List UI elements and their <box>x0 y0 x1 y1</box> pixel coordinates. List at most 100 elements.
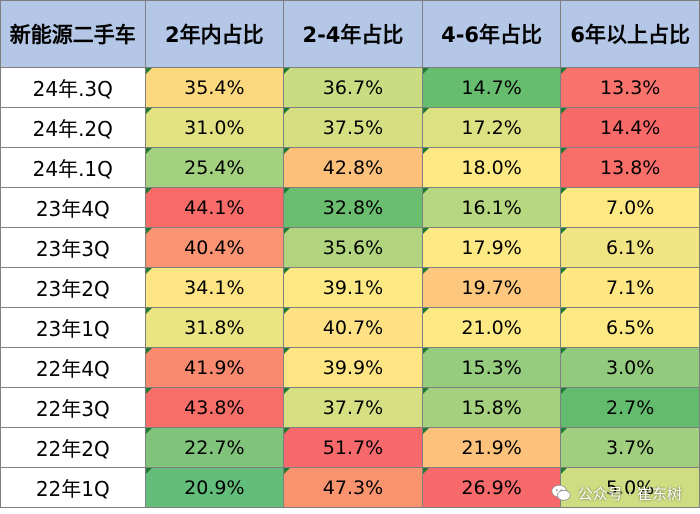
number-stored-as-text-indicator <box>561 68 568 74</box>
value-text: 32.8% <box>322 196 384 219</box>
row-label-cell[interactable]: 23年2Q <box>0 267 146 308</box>
row-label-cell[interactable]: 24年.3Q <box>0 67 146 108</box>
value-cell[interactable]: 14.7% <box>421 67 562 108</box>
number-stored-as-text-indicator <box>561 348 568 354</box>
value-text: 19.7% <box>461 276 522 299</box>
value-cell[interactable]: 18.0% <box>421 147 562 188</box>
header-cell[interactable]: 2年内占比 <box>144 0 285 68</box>
number-stored-as-text-indicator <box>561 268 568 274</box>
value-cell[interactable]: 13.3% <box>560 67 700 108</box>
number-stored-as-text-indicator <box>561 468 568 474</box>
value-cell[interactable]: 42.8% <box>283 147 423 188</box>
value-text: 25.4% <box>184 156 245 179</box>
value-cell[interactable]: 6.5% <box>560 307 700 348</box>
number-stored-as-text-indicator <box>145 268 152 274</box>
row-label-cell[interactable]: 24年.2Q <box>0 107 146 148</box>
table-row: 23年3Q 40.4% 35.6% 17.9% 6.1% <box>0 227 700 268</box>
value-cell[interactable]: 22.7% <box>144 427 285 468</box>
table-row: 22年4Q 41.9% 39.9% 15.3% 3.0% <box>0 347 700 388</box>
value-cell[interactable]: 17.2% <box>421 107 562 148</box>
value-cell[interactable]: 6.1% <box>560 227 700 268</box>
row-label-cell[interactable]: 23年1Q <box>0 307 146 348</box>
value-cell[interactable]: 3.7% <box>560 427 700 468</box>
table-row: 22年2Q 22.7% 51.7% 21.9% 3.7% <box>0 427 700 468</box>
value-cell[interactable]: 17.9% <box>421 227 562 268</box>
row-label-cell[interactable]: 24年.1Q <box>0 147 146 188</box>
value-text: 36.7% <box>322 76 384 99</box>
header-cell[interactable]: 4-6年占比 <box>421 0 562 68</box>
value-text: 47.3% <box>322 476 384 499</box>
value-cell[interactable]: 31.0% <box>144 107 285 148</box>
number-stored-as-text-indicator <box>561 308 568 314</box>
table-row: 23年1Q 31.8% 40.7% 21.0% 6.5% <box>0 307 700 348</box>
value-cell[interactable]: 25.4% <box>144 147 285 188</box>
value-cell[interactable]: 7.1% <box>560 267 700 308</box>
number-stored-as-text-indicator <box>422 108 429 114</box>
number-stored-as-text-indicator <box>145 148 152 154</box>
value-text: 2.7% <box>606 396 655 419</box>
watermark: 公众号 · 崔东树 <box>550 482 682 504</box>
value-cell[interactable]: 21.9% <box>421 427 562 468</box>
value-cell[interactable]: 3.0% <box>560 347 700 388</box>
number-stored-as-text-indicator <box>284 348 291 354</box>
value-cell[interactable]: 20.9% <box>144 467 285 508</box>
value-cell[interactable]: 47.3% <box>283 467 423 508</box>
row-label-cell[interactable]: 22年2Q <box>0 427 146 468</box>
table-row: 23年2Q 34.1% 39.1% 19.7% 7.1% <box>0 267 700 308</box>
value-cell[interactable]: 36.7% <box>283 67 423 108</box>
row-label-cell[interactable]: 22年1Q <box>0 467 146 508</box>
value-text: 51.7% <box>322 436 384 459</box>
number-stored-as-text-indicator <box>145 348 152 354</box>
number-stored-as-text-indicator <box>284 228 291 234</box>
value-cell[interactable]: 40.4% <box>144 227 285 268</box>
value-cell[interactable]: 19.7% <box>421 267 562 308</box>
number-stored-as-text-indicator <box>561 108 568 114</box>
number-stored-as-text-indicator <box>145 108 152 114</box>
table-row: 24年.3Q 35.4% 36.7% 14.7% 13.3% <box>0 67 700 108</box>
value-cell[interactable]: 34.1% <box>144 267 285 308</box>
table-row: 22年1Q 20.9% 47.3% 26.9% 5.0% <box>0 467 700 508</box>
value-cell[interactable]: 37.7% <box>283 387 423 428</box>
number-stored-as-text-indicator <box>422 228 429 234</box>
number-stored-as-text-indicator <box>284 268 291 274</box>
value-cell[interactable]: 16.1% <box>421 187 562 228</box>
value-cell[interactable]: 40.7% <box>283 307 423 348</box>
value-cell[interactable]: 35.4% <box>144 67 285 108</box>
value-cell[interactable]: 39.9% <box>283 347 423 388</box>
value-cell[interactable]: 15.8% <box>421 387 562 428</box>
header-cell[interactable]: 2-4年占比 <box>283 0 423 68</box>
number-stored-as-text-indicator <box>284 188 291 194</box>
value-cell[interactable]: 43.8% <box>144 387 285 428</box>
value-text: 20.9% <box>184 476 245 499</box>
header-cell[interactable]: 6年以上占比 <box>560 0 700 68</box>
number-stored-as-text-indicator <box>284 148 291 154</box>
value-cell[interactable]: 7.0% <box>560 187 700 228</box>
value-cell[interactable]: 32.8% <box>283 187 423 228</box>
value-cell[interactable]: 37.5% <box>283 107 423 148</box>
value-cell[interactable]: 44.1% <box>144 187 285 228</box>
row-label-cell[interactable]: 22年3Q <box>0 387 146 428</box>
value-cell[interactable]: 26.9% <box>421 467 562 508</box>
value-cell[interactable]: 21.0% <box>421 307 562 348</box>
row-label-cell[interactable]: 22年4Q <box>0 347 146 388</box>
value-cell[interactable]: 14.4% <box>560 107 700 148</box>
value-text: 40.4% <box>184 236 245 259</box>
value-cell[interactable]: 31.8% <box>144 307 285 348</box>
header-cell[interactable]: 新能源二手车 <box>0 0 146 68</box>
value-cell[interactable]: 39.1% <box>283 267 423 308</box>
value-cell[interactable]: 2.7% <box>560 387 700 428</box>
row-label-cell[interactable]: 23年3Q <box>0 227 146 268</box>
value-cell[interactable]: 35.6% <box>283 227 423 268</box>
value-cell[interactable]: 51.7% <box>283 427 423 468</box>
value-cell[interactable]: 41.9% <box>144 347 285 388</box>
number-stored-as-text-indicator <box>422 68 429 74</box>
number-stored-as-text-indicator <box>145 188 152 194</box>
row-label-cell[interactable]: 23年4Q <box>0 187 146 228</box>
number-stored-as-text-indicator <box>422 308 429 314</box>
value-cell[interactable]: 15.3% <box>421 347 562 388</box>
watermark-text: 公众号 · 崔东树 <box>577 484 682 503</box>
number-stored-as-text-indicator <box>284 68 291 74</box>
value-cell[interactable]: 5.0% <box>560 467 700 508</box>
value-cell[interactable]: 13.8% <box>560 147 700 188</box>
